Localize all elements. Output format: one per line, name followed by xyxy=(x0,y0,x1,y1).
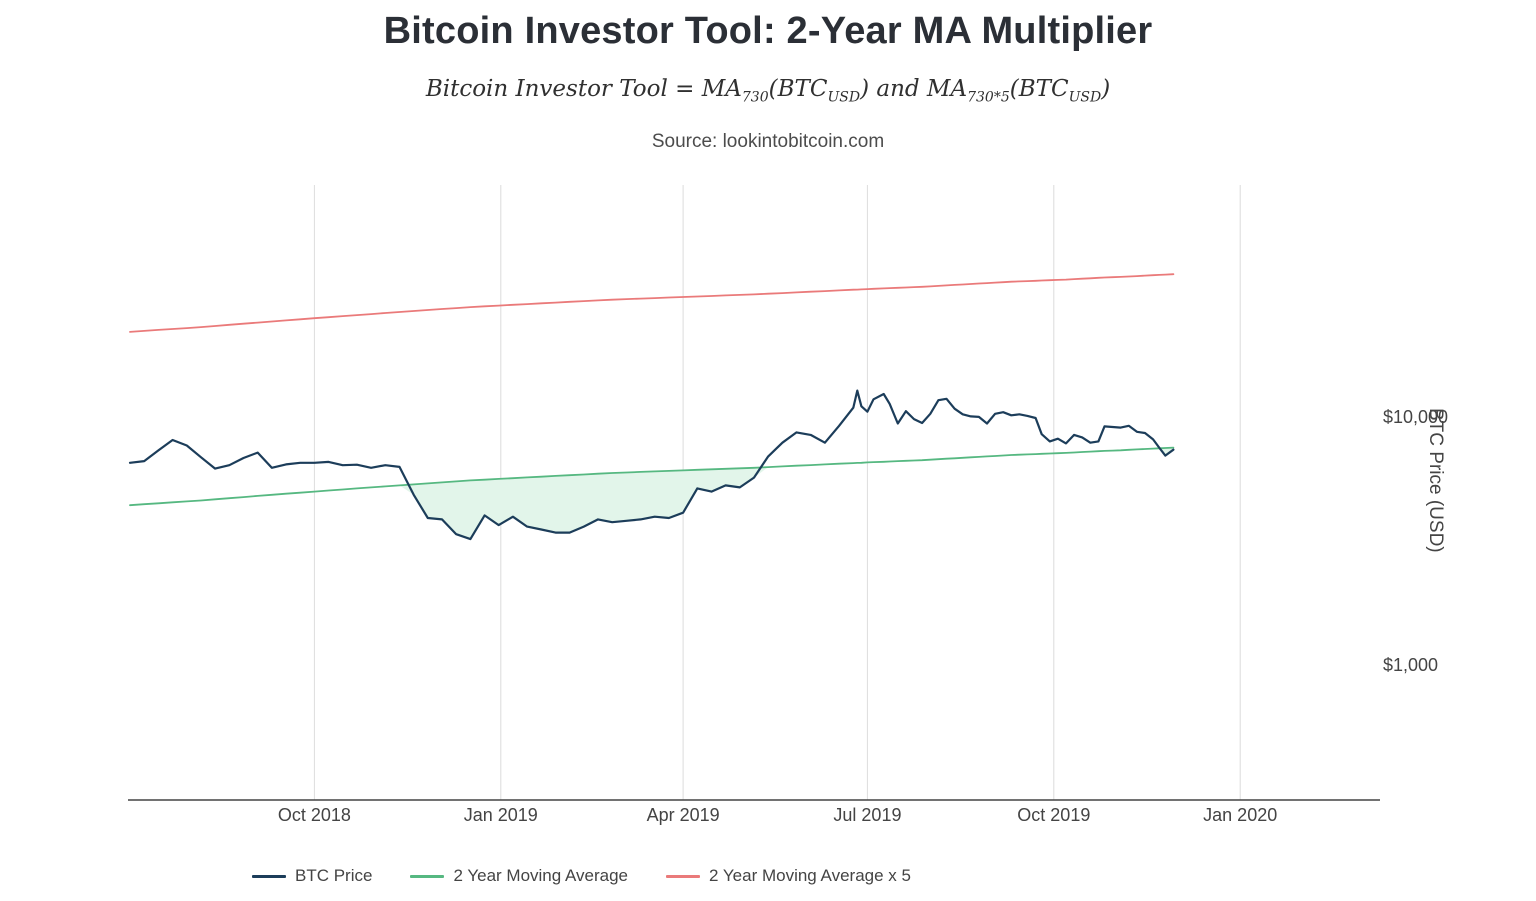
formula-part: (BTC xyxy=(1009,76,1069,102)
formula-subscript: USD xyxy=(1068,89,1102,106)
y-tick-label-1000: $1,000 xyxy=(1383,655,1439,675)
formula-part: ) and MA xyxy=(860,76,968,102)
chart-legend: BTC Price 2 Year Moving Average 2 Year M… xyxy=(252,866,911,886)
2yr-ma-x5-swatch-icon xyxy=(666,874,701,878)
formula-part: Bitcoin Investor Tool = MA xyxy=(425,76,742,102)
btc-price-swatch-icon xyxy=(252,874,286,878)
x-tick-label: Jan 2020 xyxy=(1203,805,1278,825)
ma-x5-line xyxy=(129,273,1175,333)
buy-zone-fill xyxy=(130,447,1174,540)
x-tick-label: Oct 2018 xyxy=(277,805,351,825)
chart-formula: Bitcoin Investor Tool = MA730(BTCUSD) an… xyxy=(0,76,1536,106)
legend-item-2yr-ma-x5[interactable]: 2 Year Moving Average x 5 xyxy=(666,866,911,886)
legend-item-btc-price[interactable]: BTC Price xyxy=(252,866,372,886)
legend-item-2yr-ma[interactable]: 2 Year Moving Average xyxy=(410,866,628,886)
2yr-ma-swatch-icon xyxy=(410,874,445,878)
formula-subscript: 730*5 xyxy=(967,89,1010,106)
formula-subscript: USD xyxy=(827,89,861,106)
x-tick-label: Oct 2019 xyxy=(1017,805,1091,825)
y-tick-label-10000: $10,000 xyxy=(1383,407,1449,427)
x-tick-label: Apr 2019 xyxy=(646,805,720,825)
legend-label: 2 Year Moving Average xyxy=(453,866,629,885)
formula-part: ) xyxy=(1101,76,1111,102)
formula-part: (BTC xyxy=(768,76,828,102)
y-axis-title: BTC Price (USD) xyxy=(1425,408,1446,553)
formula-subscript: 730 xyxy=(741,89,769,106)
chart-title: Bitcoin Investor Tool: 2-Year MA Multipl… xyxy=(383,10,1153,52)
legend-label: BTC Price xyxy=(295,866,373,885)
btc-price-line xyxy=(128,389,1175,541)
ma-line xyxy=(129,446,1175,507)
x-tick-label: Jan 2019 xyxy=(463,805,538,825)
source-text: Source: lookintobitcoin.com xyxy=(651,131,885,152)
legend-label: 2 Year Moving Average x 5 xyxy=(709,866,911,885)
x-tick-label: Jul 2019 xyxy=(833,805,902,825)
